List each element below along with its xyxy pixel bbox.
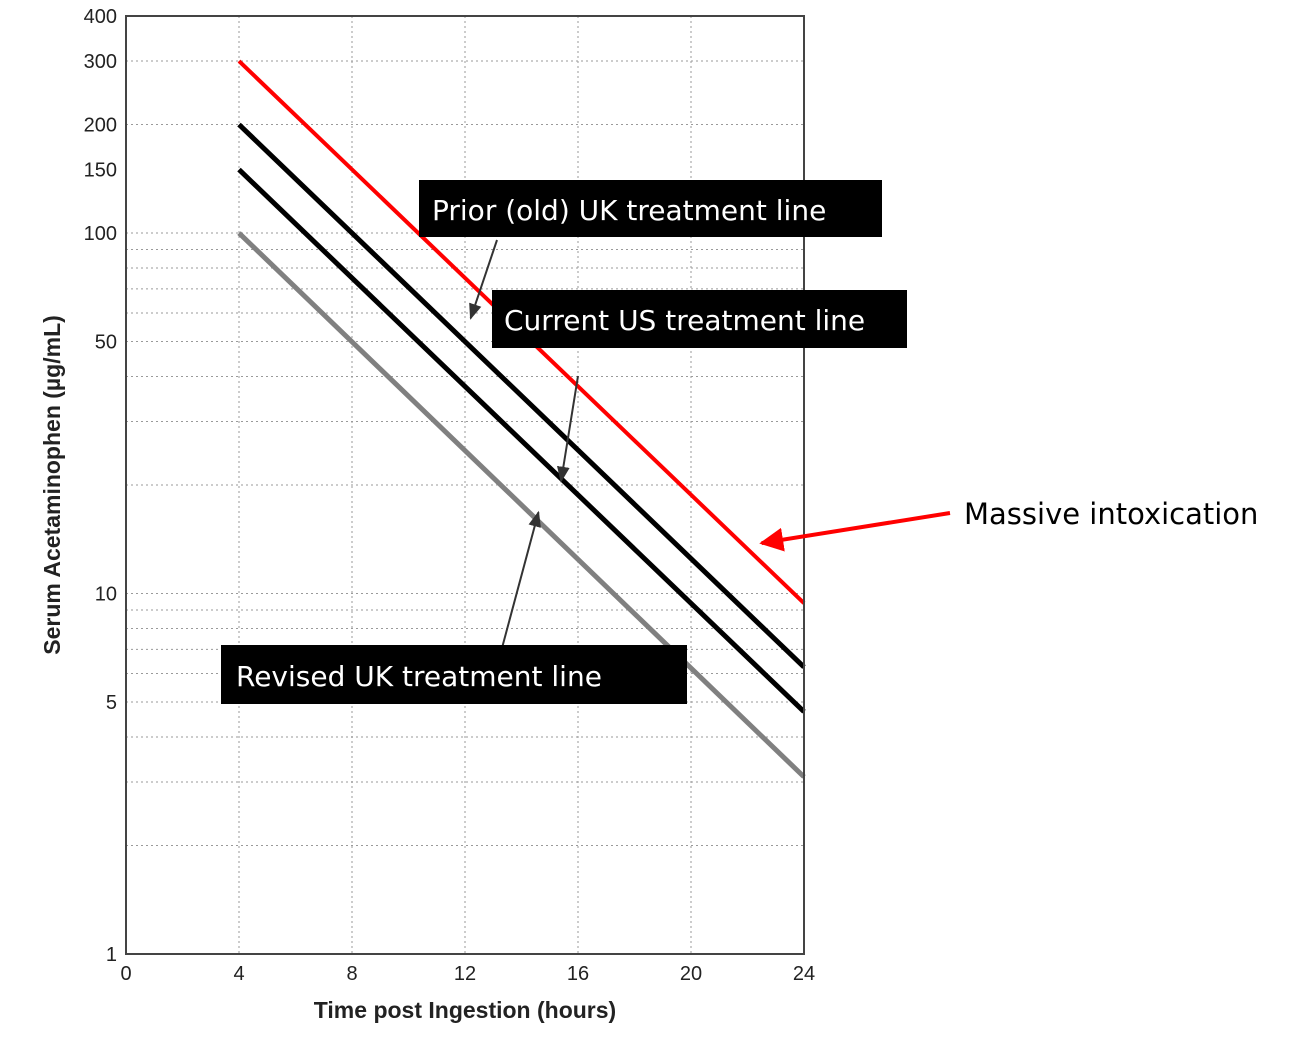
y-tick-label: 50 xyxy=(95,332,117,354)
series-line-revised-uk xyxy=(237,231,806,779)
x-tick-label: 20 xyxy=(680,963,702,985)
series-line-prior-uk xyxy=(237,122,806,669)
y-tick-labels: 1 5 10 50 100 150 200 300 400 xyxy=(84,6,117,966)
prior-uk-label-box xyxy=(419,180,882,237)
x-tick-label: 8 xyxy=(346,963,357,985)
revised-uk-annotation-arrow xyxy=(501,510,541,649)
y-tick-label: 200 xyxy=(84,115,117,137)
x-tick-labels: 0 4 8 12 16 20 24 xyxy=(120,963,815,985)
y-tick-label: 300 xyxy=(84,51,117,73)
series-line-current-us xyxy=(237,167,806,714)
plot-frame xyxy=(125,15,805,955)
revised-uk-label: Revised UK treatment line xyxy=(236,660,602,693)
prior-uk-label: Prior (old) UK treatment line xyxy=(432,194,826,227)
x-tick-label: 24 xyxy=(793,963,815,985)
massive-intoxication-arrow xyxy=(759,511,951,552)
x-tick-label: 0 xyxy=(120,963,131,985)
y-axis-title: Serum Acetaminophen (µg/mL) xyxy=(39,315,65,655)
y-tick-label: 5 xyxy=(106,692,117,714)
prior-uk-annotation-arrow xyxy=(469,239,498,320)
current-us-label-box xyxy=(492,290,907,348)
current-us-annotation-arrow xyxy=(557,375,579,483)
y-tick-label: 400 xyxy=(84,6,117,28)
y-tick-label: 1 xyxy=(106,944,117,966)
y-tick-label: 100 xyxy=(84,223,117,245)
current-us-label: Current US treatment line xyxy=(504,304,865,337)
x-axis-title: Time post Ingestion (hours) xyxy=(314,997,616,1023)
x-tick-label: 16 xyxy=(567,963,589,985)
x-tick-label: 4 xyxy=(233,963,244,985)
y-tick-label: 150 xyxy=(84,160,117,182)
y-tick-label: 10 xyxy=(95,584,117,606)
massive-intoxication-label: Massive intoxication xyxy=(964,497,1258,531)
revised-uk-label-box xyxy=(221,645,687,704)
annotation-layer: Prior (old) UK treatment line Current US… xyxy=(221,180,1258,704)
x-tick-label: 12 xyxy=(454,963,476,985)
